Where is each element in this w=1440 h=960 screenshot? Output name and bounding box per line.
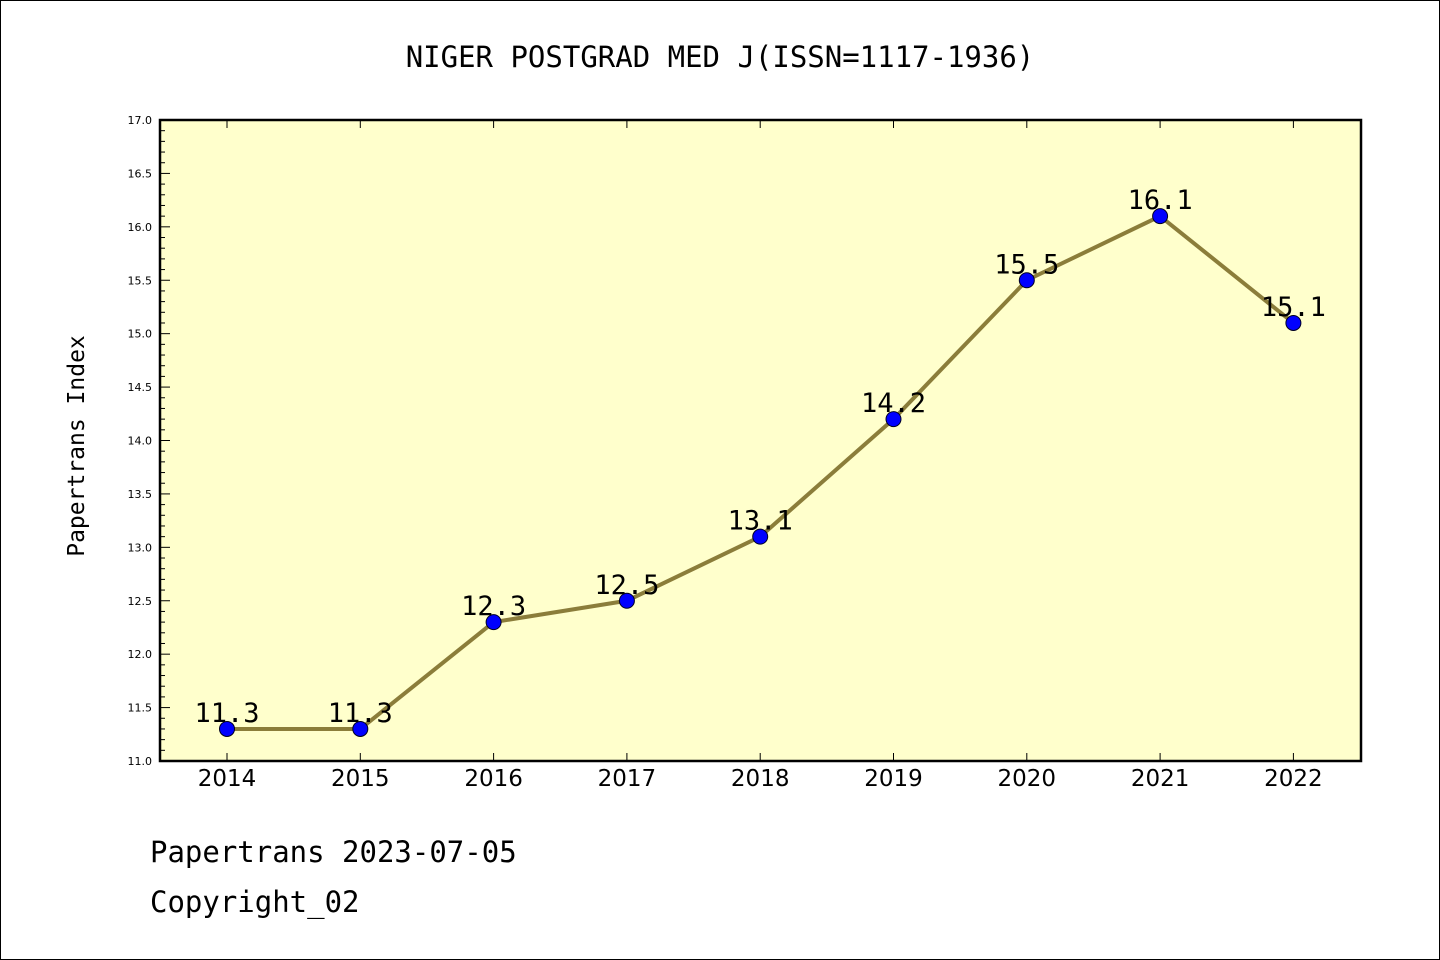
y-tick-label: 15.5: [128, 274, 153, 287]
data-label: 15.5: [994, 249, 1059, 280]
y-tick-label: 12.0: [128, 648, 153, 661]
data-label: 15.1: [1261, 292, 1326, 323]
y-tick-label: 12.5: [128, 595, 153, 608]
x-tick-label: 2022: [1264, 766, 1323, 792]
y-tick-label: 16.5: [128, 167, 153, 180]
data-label: 14.2: [861, 388, 926, 419]
x-tick-label: 2015: [331, 766, 390, 792]
data-label: 11.3: [328, 698, 393, 729]
x-tick-label: 2016: [464, 766, 523, 792]
x-tick-label: 2018: [731, 766, 790, 792]
data-label: 11.3: [194, 698, 259, 729]
data-point: [1285, 314, 1302, 331]
data-point: [618, 592, 635, 609]
y-axis-label: Papertrans Index: [64, 335, 90, 557]
y-tick-label: 17.0: [128, 114, 153, 127]
x-tick-label: 2017: [598, 766, 657, 792]
x-tick-label: 2020: [998, 766, 1057, 792]
axis-ticks: 11.0 11.5 12.0 12.5 13.0 13.5 14.0 14.5 15.0 15.5…: [128, 114, 1323, 792]
data-point: [485, 614, 502, 631]
data-label: 12.5: [594, 570, 659, 601]
data-point: [885, 411, 902, 428]
x-tick-label: 2014: [198, 766, 257, 792]
data-point: [752, 528, 769, 545]
chart-title: NIGER POSTGRAD MED J(ISSN=1117-1936): [406, 40, 1035, 74]
data-point: [1152, 208, 1169, 225]
x-tick-label: 2019: [864, 766, 923, 792]
y-tick-label: 16.0: [128, 221, 153, 234]
data-label: 13.1: [728, 506, 793, 537]
plot-border: [158, 118, 1363, 763]
y-tick-label: 14.0: [128, 435, 153, 448]
footer-copyright: Copyright_02: [150, 885, 360, 919]
y-tick-label: 15.0: [128, 328, 153, 341]
y-tick-label: 11.5: [128, 702, 153, 715]
plot-area: [160, 120, 1361, 761]
y-tick-label: 13.0: [128, 541, 153, 554]
data-point: [219, 720, 235, 737]
y-tick-label: 11.0: [128, 755, 153, 768]
data-label: 12.3: [461, 591, 526, 622]
data-label: 16.1: [1128, 185, 1193, 216]
footer-date: Papertrans 2023-07-05: [150, 835, 517, 869]
y-tick-label: 14.5: [128, 381, 153, 394]
data-point: [1018, 272, 1035, 289]
y-tick-label: 13.5: [128, 488, 153, 501]
data-point: [352, 720, 369, 737]
x-tick-label: 2021: [1131, 766, 1190, 792]
series-line-group: 11.3 11.3 12.3 12.5 13.1 14.2 15.5 16.1 15.1: [194, 185, 1326, 737]
